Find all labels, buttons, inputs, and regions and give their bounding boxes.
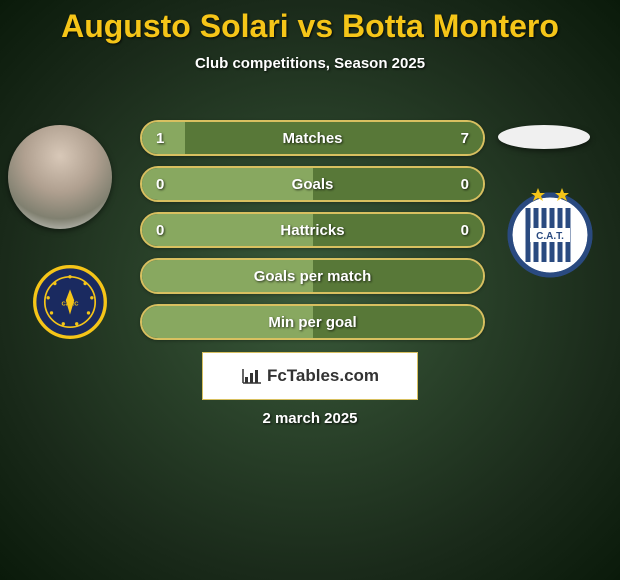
player-left-avatar bbox=[8, 125, 112, 229]
stat-value-right: 0 bbox=[461, 214, 469, 246]
date-label: 2 march 2025 bbox=[0, 410, 620, 427]
svg-text:CARC: CARC bbox=[62, 301, 80, 307]
svg-text:C.A.T.: C.A.T. bbox=[536, 231, 564, 242]
stat-label: Goals per match bbox=[142, 260, 483, 292]
stat-label: Hattricks bbox=[142, 214, 483, 246]
stat-row: Min per goal bbox=[140, 304, 485, 340]
stat-label: Min per goal bbox=[142, 306, 483, 338]
stat-row: Goals per match bbox=[140, 258, 485, 294]
stat-row: Hattricks0 0 bbox=[140, 212, 485, 248]
club-badge-right: C.A.T. bbox=[500, 180, 600, 280]
subtitle: Club competitions, Season 2025 bbox=[0, 55, 620, 72]
stat-label: Goals bbox=[142, 168, 483, 200]
stat-value-left: 0 bbox=[156, 168, 164, 200]
watermark-text: FcTables.com bbox=[267, 366, 379, 386]
stat-value-left: 1 bbox=[156, 122, 164, 154]
comparison-card: Augusto Solari vs Botta Montero Club com… bbox=[0, 0, 620, 580]
stat-row: Matches1 7 bbox=[140, 120, 485, 156]
player-right-avatar bbox=[498, 125, 590, 149]
stat-label: Matches bbox=[142, 122, 483, 154]
chart-icon bbox=[241, 367, 263, 385]
stat-row: Goals0 0 bbox=[140, 166, 485, 202]
stat-value-right: 7 bbox=[461, 122, 469, 154]
stats-section: Matches17Goals00Hattricks00Goals per mat… bbox=[140, 120, 485, 350]
stat-value-left: 0 bbox=[156, 214, 164, 246]
club-badge-left: CARC bbox=[18, 260, 122, 344]
watermark: FcTables.com bbox=[202, 352, 418, 400]
stat-value-right: 0 bbox=[461, 168, 469, 200]
page-title: Augusto Solari vs Botta Montero bbox=[0, 0, 620, 45]
